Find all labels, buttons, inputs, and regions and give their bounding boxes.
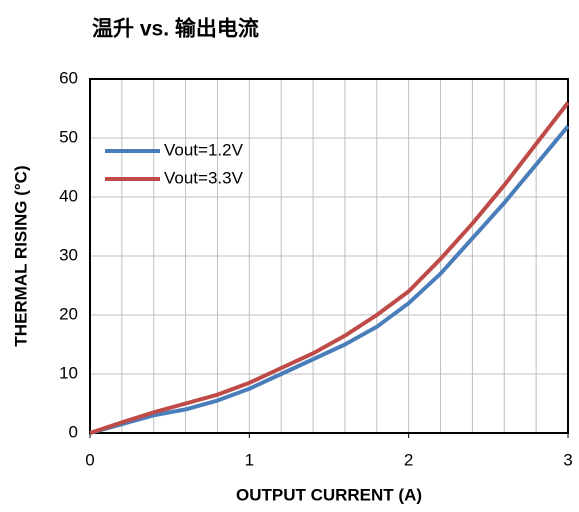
plot-frame — [89, 78, 569, 434]
x-tick-label: 1 — [245, 450, 254, 469]
y-tick-label: 50 — [59, 127, 78, 146]
x-tick-label: 0 — [85, 450, 94, 469]
line-series — [89, 101, 570, 435]
x-tick-label: 3 — [563, 450, 572, 469]
y-tick-label: 60 — [59, 68, 78, 87]
y-tick-label: 0 — [69, 422, 78, 441]
chart-title: 温升 vs. 输出电流 — [92, 17, 259, 41]
y-tick-label: 30 — [59, 245, 78, 264]
x-tick-label: 2 — [404, 450, 413, 469]
y-tick-label: 40 — [59, 186, 78, 205]
legend-label: Vout=3.3V — [164, 168, 244, 187]
y-tick-label: 10 — [59, 363, 78, 382]
y-axis-label: THERMAL RISING (°C) — [11, 165, 30, 346]
y-tick-label: 20 — [59, 304, 78, 323]
legend-label: Vout=1.2V — [164, 140, 244, 159]
line-series — [89, 124, 570, 435]
x-axis-label: OUTPUT CURRENT (A) — [236, 485, 422, 504]
